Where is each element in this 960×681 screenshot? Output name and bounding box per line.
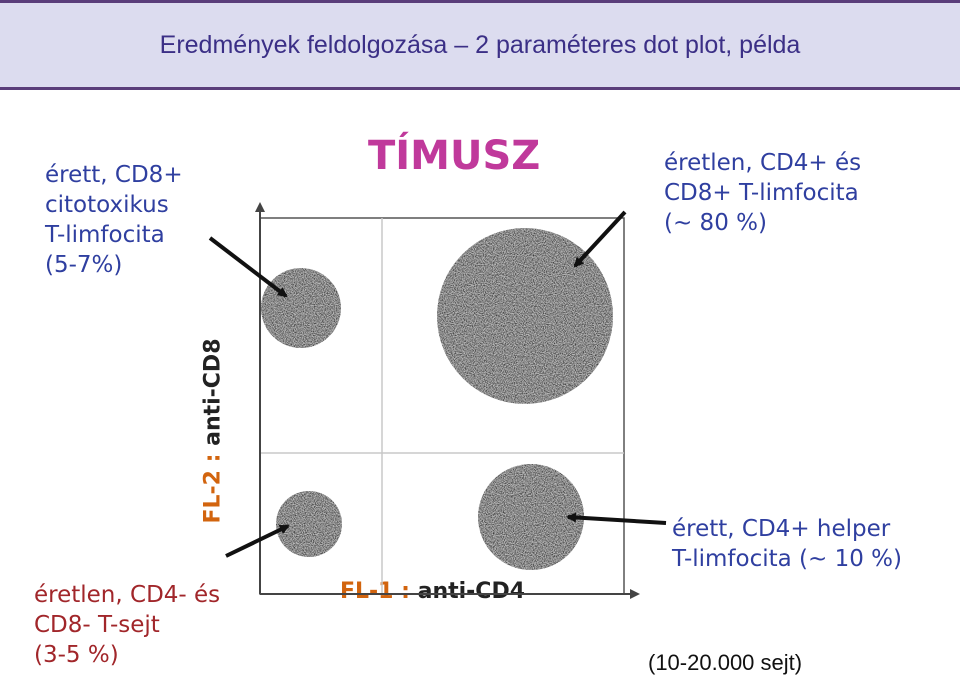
diagram-heading: TÍMUSZ bbox=[368, 133, 541, 179]
arrow-top-left bbox=[208, 236, 288, 298]
slide-title: Eredmények feldolgozása – 2 paraméteres … bbox=[159, 31, 801, 59]
population-top-right bbox=[437, 228, 613, 404]
arrow-bottom-left bbox=[225, 524, 290, 558]
x-axis-marker: anti-CD4 bbox=[417, 579, 526, 604]
slide-header: Eredmények feldolgozása – 2 paraméteres … bbox=[0, 0, 960, 90]
arrow-bottom-right bbox=[566, 512, 667, 525]
label-mature-cd8: érett, CD8+ citotoxikus T-limfocita (5-7… bbox=[45, 162, 183, 278]
arrow-top-right bbox=[573, 210, 627, 268]
x-axis-label: FL-1 : anti-CD4 bbox=[340, 579, 525, 604]
y-axis-arrow-icon bbox=[255, 202, 265, 212]
x-axis-prefix: FL-1 : bbox=[340, 579, 418, 604]
label-immature-double-positive: éretlen, CD4+ és CD8+ T-limfocita (~ 80 … bbox=[664, 150, 862, 236]
x-axis-arrow-icon bbox=[630, 589, 640, 599]
label-immature-double-negative: éretlen, CD4- és CD8- T-sejt (3-5 %) bbox=[34, 582, 221, 668]
label-mature-cd4-helper: érett, CD4+ helper T-limfocita (~ 10 %) bbox=[672, 516, 903, 572]
population-bottom-left bbox=[276, 491, 342, 557]
population-top-left bbox=[261, 268, 341, 348]
cell-count: (10-20.000 sejt) bbox=[648, 650, 803, 675]
